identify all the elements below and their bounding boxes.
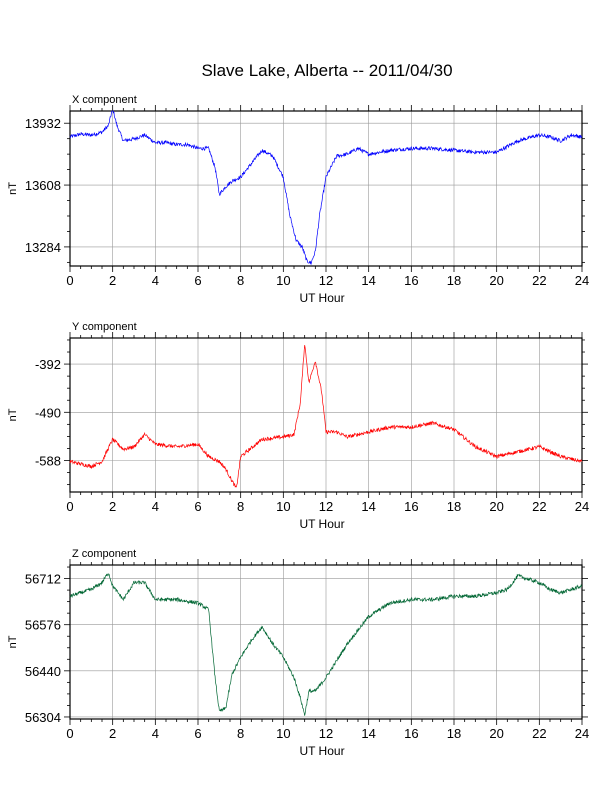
z-x-tick-label: 14 bbox=[361, 726, 375, 741]
y-x-tick-label: 12 bbox=[319, 499, 333, 514]
z-x-tick-label: 24 bbox=[575, 726, 589, 741]
y-x-tick-label: 10 bbox=[276, 499, 290, 514]
z-x-tick-label: 12 bbox=[319, 726, 333, 741]
y-x-axis-label: UT Hour bbox=[299, 517, 344, 531]
z-x-tick-label: 0 bbox=[66, 726, 73, 741]
z-plot-frame bbox=[69, 564, 583, 720]
y-plot-frame bbox=[69, 337, 583, 493]
x-x-tick-label: 18 bbox=[447, 273, 461, 288]
z-x-tick-label: 18 bbox=[447, 726, 461, 741]
z-y-axis-label: nT bbox=[7, 635, 19, 648]
x-plot-frame bbox=[69, 110, 583, 267]
y-y-tick-label: -588 bbox=[35, 454, 61, 469]
x-x-tick-label: 14 bbox=[361, 273, 375, 288]
z-x-tick-label: 8 bbox=[237, 726, 244, 741]
x-x-tick-label: 12 bbox=[319, 273, 333, 288]
z-x-tick-label: 2 bbox=[109, 726, 116, 741]
x-x-tick-label: 16 bbox=[404, 273, 418, 288]
y-panel-label: Y component bbox=[72, 321, 137, 333]
z-y-tick-label: 56576 bbox=[25, 618, 61, 633]
z-panel-label: Z component bbox=[72, 548, 136, 560]
y-x-tick-label: 18 bbox=[447, 499, 461, 514]
x-x-axis-label: UT Hour bbox=[299, 291, 344, 305]
x-x-tick-label: 6 bbox=[194, 273, 201, 288]
y-x-tick-label: 24 bbox=[575, 499, 589, 514]
z-x-tick-label: 4 bbox=[152, 726, 159, 741]
z-x-tick-label: 20 bbox=[489, 726, 503, 741]
z-data-series-line bbox=[69, 573, 583, 716]
y-x-tick-label: 8 bbox=[237, 499, 244, 514]
z-y-tick-label: 56304 bbox=[25, 710, 61, 725]
y-y-tick-label: -392 bbox=[35, 357, 61, 372]
y-x-tick-label: 16 bbox=[404, 499, 418, 514]
x-x-tick-label: 4 bbox=[152, 273, 159, 288]
x-panel-label: X component bbox=[72, 94, 137, 106]
z-x-tick-label: 10 bbox=[276, 726, 290, 741]
x-x-tick-label: 2 bbox=[109, 273, 116, 288]
y-x-tick-label: 22 bbox=[532, 499, 546, 514]
x-y-tick-label: 13608 bbox=[25, 178, 61, 193]
y-x-tick-label: 2 bbox=[109, 499, 116, 514]
x-x-tick-label: 24 bbox=[575, 273, 589, 288]
y-x-tick-label: 6 bbox=[194, 499, 201, 514]
x-x-tick-label: 8 bbox=[237, 273, 244, 288]
y-y-tick-label: -490 bbox=[35, 405, 61, 420]
y-y-axis-label: nT bbox=[7, 408, 19, 421]
z-x-tick-label: 16 bbox=[404, 726, 418, 741]
z-x-tick-label: 22 bbox=[532, 726, 546, 741]
y-x-tick-label: 4 bbox=[152, 499, 159, 514]
x-x-tick-label: 20 bbox=[489, 273, 503, 288]
z-x-tick-label: 6 bbox=[194, 726, 201, 741]
x-y-axis-label: nT bbox=[7, 182, 19, 195]
x-x-tick-label: 22 bbox=[532, 273, 546, 288]
y-x-tick-label: 0 bbox=[66, 499, 73, 514]
figure-title: Slave Lake, Alberta -- 2011/04/30 bbox=[201, 61, 452, 80]
x-y-tick-label: 13284 bbox=[25, 240, 61, 255]
z-y-tick-label: 56712 bbox=[25, 572, 61, 587]
y-x-tick-label: 20 bbox=[489, 499, 503, 514]
y-x-tick-label: 14 bbox=[361, 499, 375, 514]
x-x-tick-label: 10 bbox=[276, 273, 290, 288]
x-data-series-line bbox=[69, 110, 583, 266]
z-x-axis-label: UT Hour bbox=[299, 744, 344, 758]
z-y-tick-label: 56440 bbox=[25, 664, 61, 679]
x-x-tick-label: 0 bbox=[66, 273, 73, 288]
y-data-series-line bbox=[69, 345, 583, 488]
x-y-tick-label: 13932 bbox=[25, 116, 61, 131]
